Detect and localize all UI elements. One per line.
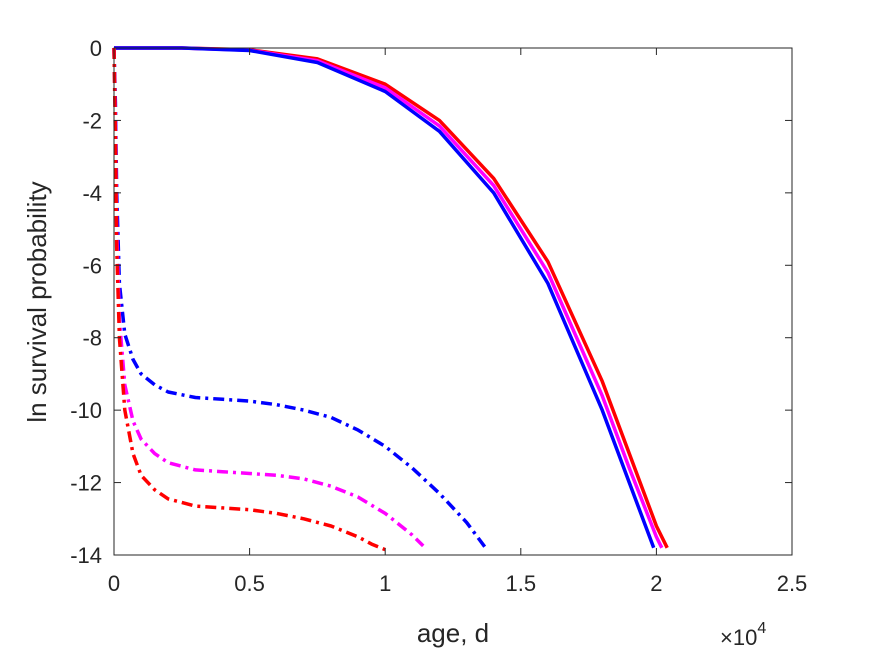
y-axis-title: ln survival probability: [22, 181, 52, 422]
y-tick-label: -6: [82, 253, 102, 278]
x-exponent-base: ×10: [720, 625, 757, 650]
y-tick-label: -4: [82, 181, 102, 206]
series-line-3: [114, 46, 656, 549]
x-tick-label: 1.5: [506, 571, 537, 596]
series-layer: [112, 46, 669, 552]
y-tick-label: -14: [70, 543, 102, 568]
plot-area: [114, 48, 792, 555]
x-exponent-label: ×104: [720, 620, 766, 650]
x-tick-label: 0.5: [234, 571, 265, 596]
y-tick-label: 0: [90, 36, 102, 61]
x-tick-label: 2: [650, 571, 662, 596]
series-line-4: [112, 47, 487, 549]
x-axis-title: age, d: [417, 618, 489, 648]
y-tick-label: -2: [82, 108, 102, 133]
y-ticks: 0 -2 -4 -6 -8 -10 -12 -14: [70, 36, 792, 568]
axes-box: [113, 47, 793, 556]
y-tick-label: -8: [82, 326, 102, 351]
x-exponent-power: 4: [757, 620, 766, 637]
series-line-6: [112, 47, 386, 552]
y-tick-label: -12: [70, 471, 102, 496]
x-ticks: 0 0.5 1 1.5 2 2.5: [108, 48, 807, 596]
x-tick-label: 0: [108, 571, 120, 596]
x-tick-label: 2.5: [777, 571, 808, 596]
y-tick-label: -10: [70, 398, 102, 423]
x-tick-label: 1: [379, 571, 391, 596]
